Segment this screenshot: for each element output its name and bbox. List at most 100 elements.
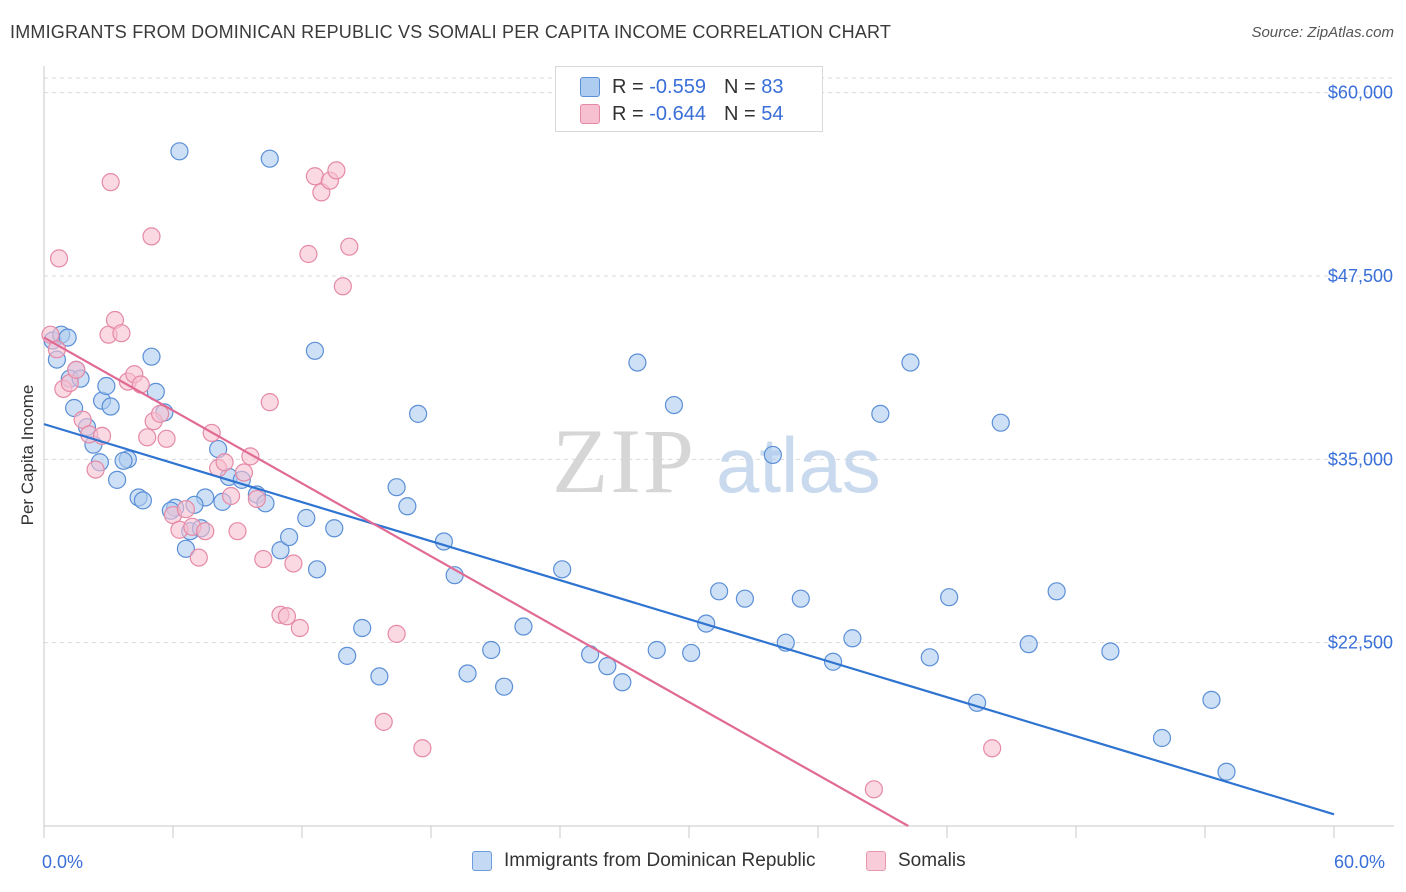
data-point-dominican	[553, 560, 572, 579]
data-point-dominican	[901, 353, 920, 372]
data-point-dominican	[458, 664, 477, 683]
y-tick-label: $22,500	[1328, 633, 1393, 653]
data-point-somali	[189, 548, 208, 567]
data-point-somali	[340, 237, 359, 256]
data-point-dominican	[709, 582, 729, 601]
data-point-somali	[305, 167, 324, 186]
data-point-dominican	[991, 413, 1010, 432]
legend-item-label: Somalis	[898, 850, 966, 871]
data-point-dominican	[307, 560, 327, 579]
axes	[43, 66, 1394, 838]
data-point-somali	[157, 429, 176, 448]
data-point-somali	[983, 739, 1002, 758]
data-point-somali	[228, 522, 247, 541]
data-point-somali	[260, 393, 279, 412]
data-point-dominican	[1152, 728, 1172, 748]
y-tick-label: $47,500	[1328, 266, 1393, 286]
data-point-dominican	[495, 677, 514, 696]
legend-item-dominican: Immigrants from Dominican Republic	[472, 850, 816, 872]
legend-n-label: N =	[723, 102, 756, 125]
data-point-somali	[196, 522, 215, 541]
data-point-dominican	[271, 541, 290, 560]
trend-line-dominican	[43, 423, 1335, 816]
data-point-somali	[112, 324, 131, 343]
legend-n-label: N =	[723, 75, 756, 98]
data-point-dominican	[133, 491, 152, 510]
legend-n-value: 83	[761, 75, 784, 98]
data-point-dominican	[628, 353, 647, 372]
legend-swatch-blue	[472, 851, 492, 871]
data-point-dominican	[514, 617, 533, 636]
data-point-dominican	[260, 149, 279, 168]
data-point-somali	[254, 549, 273, 569]
data-point-somali	[327, 161, 346, 180]
y-tick-label: $35,000	[1328, 449, 1393, 469]
data-point-dominican	[387, 478, 406, 497]
data-point-dominican	[482, 640, 501, 660]
data-point-dominican	[1019, 635, 1038, 654]
data-point-dominican	[370, 667, 389, 686]
data-point-dominican	[97, 376, 116, 396]
data-point-somali	[142, 227, 161, 246]
data-point-dominican	[763, 445, 782, 465]
legend-swatch-blue	[580, 77, 600, 97]
data-point-somali	[277, 607, 297, 626]
legend-item-label: Immigrants from Dominican Republic	[504, 850, 816, 871]
data-point-somali	[333, 277, 352, 296]
y-tick-labels: $22,500 $35,000 $47,500 $60,000	[1328, 83, 1393, 653]
data-point-dominican	[101, 397, 120, 416]
series-somali-points	[41, 161, 1002, 799]
data-point-dominican	[107, 470, 127, 489]
data-point-dominican	[613, 673, 632, 692]
data-point-somali	[67, 360, 86, 379]
data-point-somali	[215, 453, 234, 472]
data-point-somali	[299, 244, 318, 264]
data-point-dominican	[871, 404, 890, 423]
data-point-dominican	[114, 451, 133, 470]
data-point-somali	[131, 375, 150, 394]
data-point-dominican	[682, 643, 701, 663]
watermark: ZIP atlas	[552, 410, 881, 512]
watermark-zip: ZIP	[552, 410, 696, 512]
x-tick-label-min: 0.0%	[42, 852, 84, 872]
legend-r-value: -0.644	[649, 102, 706, 125]
series-legend: Immigrants from Dominican Republic Somal…	[0, 850, 1406, 878]
data-point-dominican	[843, 629, 862, 648]
legend-r-label: R =	[612, 102, 644, 125]
legend-r-value: -0.559	[649, 75, 706, 98]
correlation-legend: R = -0.559 N = 83 R = -0.644 N = 54	[555, 66, 823, 132]
data-point-somali	[86, 460, 105, 479]
data-point-dominican	[170, 142, 189, 161]
data-point-somali	[284, 554, 303, 573]
source-credit: Source: ZipAtlas.com	[1251, 24, 1394, 41]
data-point-dominican	[791, 589, 810, 608]
legend-n-value: 54	[761, 102, 784, 125]
legend-item-somali: Somalis	[866, 850, 966, 872]
data-point-dominican	[176, 539, 195, 558]
grid-lines	[44, 77, 1394, 644]
legend-row-dominican: R = -0.559 N = 83	[580, 73, 783, 101]
data-point-dominican	[305, 341, 324, 360]
legend-swatch-pink	[866, 851, 886, 871]
y-axis-label: Per Capita Income	[18, 384, 37, 526]
data-point-somali	[234, 463, 254, 482]
data-point-dominican	[280, 527, 299, 547]
data-point-dominican	[297, 508, 316, 528]
data-point-dominican	[58, 328, 77, 347]
watermark-atlas: atlas	[716, 421, 881, 509]
data-point-dominican	[1101, 642, 1120, 661]
data-point-dominican	[664, 395, 684, 415]
data-point-somali	[413, 739, 432, 758]
data-point-dominican	[735, 589, 755, 608]
x-tick-label-max: 60.0%	[1334, 852, 1386, 872]
y-tick-label: $60,000	[1328, 83, 1393, 103]
legend-row-somali: R = -0.644 N = 54	[580, 100, 783, 128]
legend-swatch-pink	[580, 104, 600, 124]
data-point-dominican	[353, 618, 372, 638]
data-point-dominican	[409, 404, 428, 423]
data-point-dominican	[1202, 690, 1221, 709]
chart-title: IMMIGRANTS FROM DOMINICAN REPUBLIC VS SO…	[10, 22, 892, 42]
data-point-somali	[138, 428, 157, 447]
data-point-dominican	[142, 347, 161, 366]
